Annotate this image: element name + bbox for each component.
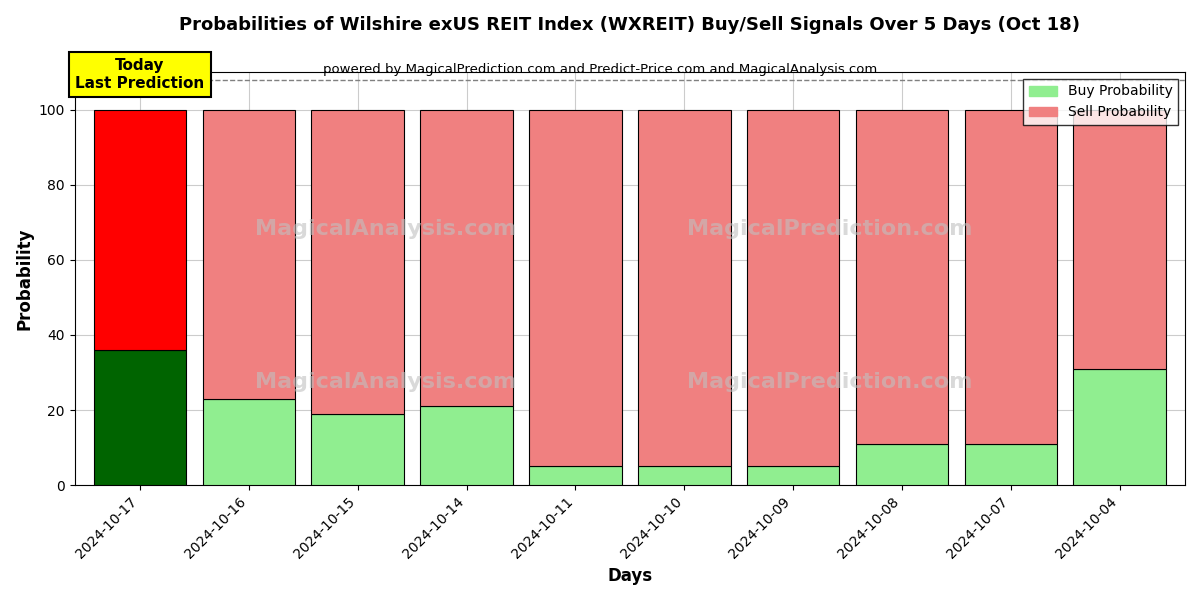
Bar: [638, 466, 731, 485]
Bar: [856, 110, 948, 444]
Bar: [529, 110, 622, 466]
Y-axis label: Probability: Probability: [16, 227, 34, 330]
Bar: [420, 110, 512, 406]
Bar: [203, 399, 295, 485]
Bar: [856, 444, 948, 485]
Bar: [529, 466, 622, 485]
Bar: [203, 110, 295, 399]
Bar: [1074, 369, 1166, 485]
Legend: Buy Probability, Sell Probability: Buy Probability, Sell Probability: [1024, 79, 1178, 125]
Text: MagicalAnalysis.com: MagicalAnalysis.com: [254, 219, 516, 239]
Bar: [94, 350, 186, 485]
Text: MagicalPrediction.com: MagicalPrediction.com: [688, 372, 972, 392]
Bar: [965, 110, 1057, 444]
Bar: [746, 110, 839, 466]
Text: MagicalPrediction.com: MagicalPrediction.com: [688, 219, 972, 239]
Bar: [312, 110, 404, 414]
Bar: [94, 110, 186, 350]
Bar: [1074, 110, 1166, 369]
Bar: [312, 414, 404, 485]
X-axis label: Days: Days: [607, 567, 653, 585]
Bar: [638, 110, 731, 466]
Bar: [965, 444, 1057, 485]
Text: Today
Last Prediction: Today Last Prediction: [76, 58, 204, 91]
Bar: [420, 406, 512, 485]
Text: MagicalAnalysis.com: MagicalAnalysis.com: [254, 372, 516, 392]
Text: powered by MagicalPrediction.com and Predict-Price.com and MagicalAnalysis.com: powered by MagicalPrediction.com and Pre…: [323, 63, 877, 76]
Bar: [746, 466, 839, 485]
Title: Probabilities of Wilshire exUS REIT Index (WXREIT) Buy/Sell Signals Over 5 Days : Probabilities of Wilshire exUS REIT Inde…: [179, 16, 1080, 34]
